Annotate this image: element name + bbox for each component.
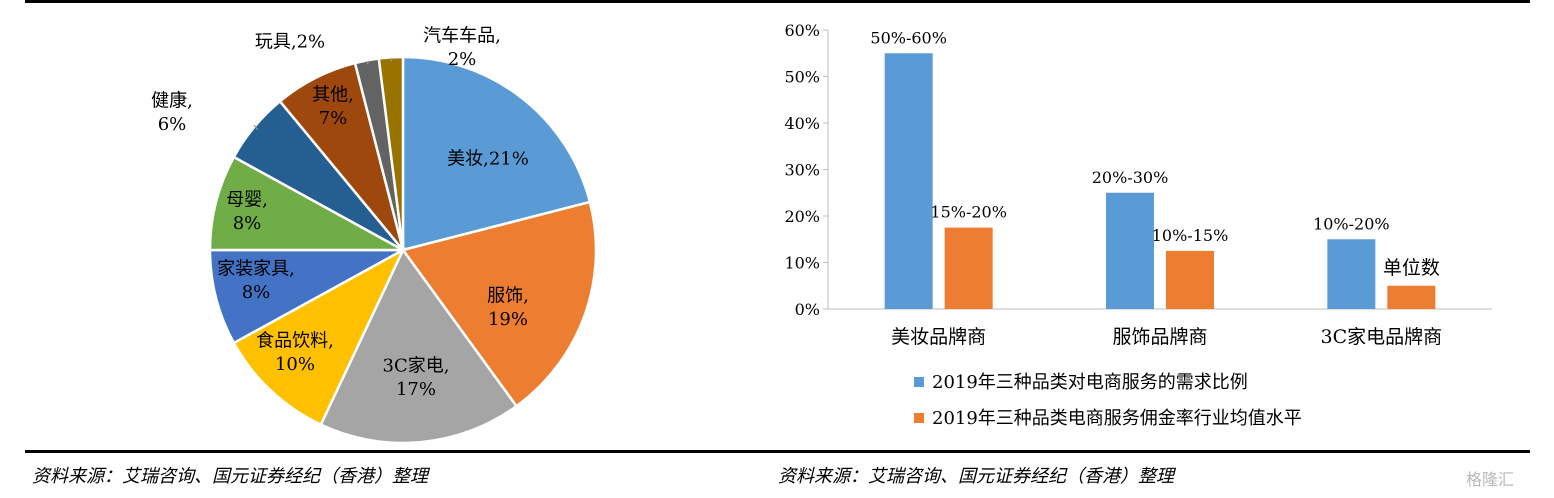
pie-slice [401,55,592,252]
bar [1166,250,1214,309]
leader-line [390,57,393,62]
legend-swatch [914,413,924,423]
pie-slice-label: 健康, 6% [151,91,193,135]
bar-data-label: 20%-30% [1092,168,1169,187]
legend-label: 2019年三种品类电商服务佣金率行业均值水平 [932,408,1302,429]
pie-slice-label: 母婴, 8% [226,190,268,234]
pie-slice-label: 服饰, 19% [487,286,529,330]
top-rule [25,0,1530,3]
bar [1106,192,1154,309]
y-tick-label: 30% [784,161,820,180]
pie-slice [208,155,404,252]
leader-line [253,124,258,130]
bar-data-label: 10%-20% [1313,214,1390,233]
y-tick-label: 0% [795,300,820,319]
pie-slice-label: 其他, 7% [312,85,354,129]
bottom-rule [25,450,1530,453]
bar-data-label: 15%-20% [930,203,1007,222]
bar [944,227,993,309]
pie-slice-label: 食品饮料, 10% [256,331,334,375]
bar-chart: 0% 10% 20% 30% 40% 50% 60% 50%-60% 15%-20% 美妆品牌商 2… [784,21,1492,429]
x-category-label: 服饰品牌商 [1112,326,1207,348]
bar [884,53,933,309]
source-note-left: 资料来源：艾瑞咨询、国元证券经纪（香港）整理 [32,466,428,487]
legend-swatch [914,377,924,387]
pie-chart: 美妆,21% 服饰, 19% 3C家电, 17% 食品饮料, 10% 家装家具, 8% 母婴, 8%… [151,26,598,445]
pie-slice-label: 美妆,21% [447,148,529,169]
pie-slice [232,247,406,427]
pie-slice [319,247,519,445]
bar-data-label: 50%-60% [870,28,947,47]
y-tick-label: 10% [784,254,820,273]
pie-slice [400,200,598,408]
y-tick-label: 20% [784,207,820,226]
bar [1387,285,1436,309]
x-category-label: 美妆品牌商 [891,326,986,348]
bar-data-label: 10%-15% [1152,226,1229,245]
watermark: 格隆汇 [1466,470,1515,489]
pie-slice-label: 玩具,2% [255,31,325,52]
bar-data-label: 单位数 [1383,257,1440,279]
pie-slice-label: 汽车车品, 2% [423,26,501,70]
y-tick-label: 60% [784,21,820,40]
pie-slice-label: 家装家具, 8% [217,259,295,303]
pie-slice [208,248,404,345]
source-note-right: 资料来源：艾瑞咨询、国元证券经纪（香港）整理 [778,466,1174,487]
y-tick-label: 40% [784,114,820,133]
pie-slice [377,55,405,251]
legend-label: 2019年三种品类对电商服务的需求比例 [932,372,1248,393]
x-category-label: 3C家电品牌商 [1321,326,1443,348]
bar [1327,239,1376,309]
y-tick-label: 50% [784,68,820,87]
pie-slice-label: 3C家电, 17% [383,356,450,400]
